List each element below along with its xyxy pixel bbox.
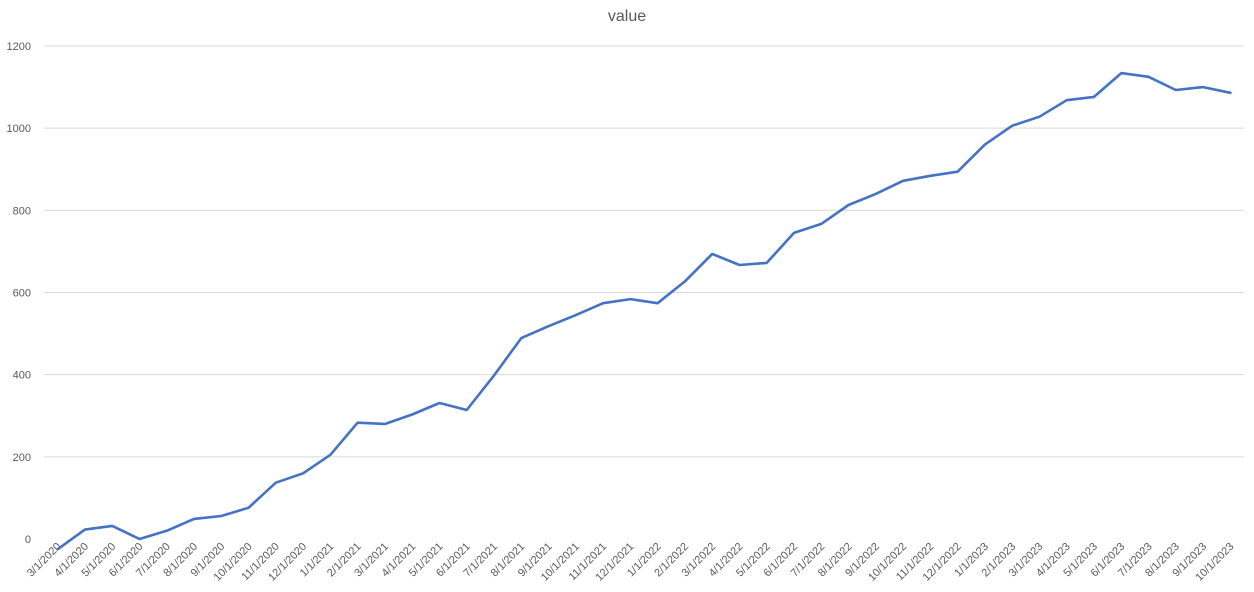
data-point [983,143,987,147]
data-point [1147,75,1151,79]
y-tick-label: 800 [13,205,31,217]
data-point [165,529,169,533]
data-point [247,506,251,510]
data-point [383,422,387,426]
data-point [437,401,441,405]
data-point [56,547,60,551]
data-point [574,313,578,317]
data-point [492,373,496,377]
data-point [819,222,823,226]
data-point [137,537,141,541]
data-point [328,453,332,457]
data-point [656,301,660,305]
data-point [901,179,905,183]
data-point [1201,85,1205,89]
data-point [792,231,796,235]
data-point [1092,95,1096,99]
data-point [1065,98,1069,102]
data-point [301,471,305,475]
data-point [192,517,196,521]
data-point [410,413,414,417]
y-tick-label: 0 [25,534,31,546]
data-point [219,514,223,518]
y-axis-tick-labels: 0 200 400 600 800 1000 1200 [7,41,31,546]
data-point [874,192,878,196]
y-tick-label: 200 [13,452,31,464]
y-tick-label: 1000 [7,123,31,135]
data-point [519,336,523,340]
data-point [765,261,769,265]
data-point [956,170,960,174]
data-point [1037,115,1041,119]
data-point [847,203,851,207]
data-point [547,324,551,328]
data-point [628,297,632,301]
data-point [356,421,360,425]
y-tick-label: 400 [13,370,31,382]
data-point [1119,71,1123,75]
x-axis-tick-labels: 3/1/20204/1/20205/1/20206/1/20207/1/2020… [25,541,1236,584]
gridlines [44,45,1244,458]
data-point [274,481,278,485]
chart-title: value [607,8,647,25]
data-point [928,174,932,178]
y-tick-label: 600 [13,288,31,300]
series-layer [56,71,1232,551]
data-point [1010,124,1014,128]
series-line [56,71,1232,551]
data-point [465,408,469,412]
data-point [1228,91,1232,95]
data-point [601,301,605,305]
data-point [710,252,714,256]
data-point [737,263,741,267]
data-point [683,279,687,283]
data-point [1174,88,1178,92]
y-tick-label: 1200 [7,41,31,53]
data-point [110,524,114,528]
data-point [83,528,87,532]
